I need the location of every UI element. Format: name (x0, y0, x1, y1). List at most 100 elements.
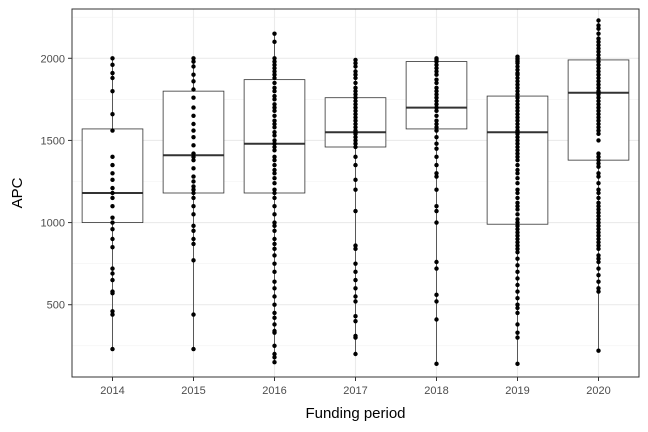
data-point (515, 111, 520, 117)
data-point (353, 134, 358, 140)
data-point (110, 236, 115, 242)
data-point (353, 64, 358, 69)
data-point (272, 322, 277, 327)
data-point (596, 207, 601, 212)
data-point (272, 154, 277, 160)
data-point (515, 125, 520, 130)
data-point (596, 289, 601, 294)
data-point (353, 286, 358, 291)
data-point (515, 61, 520, 66)
data-point (272, 236, 277, 242)
data-point (191, 236, 196, 242)
data-point (353, 108, 358, 114)
data-point (596, 85, 601, 91)
data-point (596, 111, 601, 117)
data-point (596, 151, 601, 156)
data-point (515, 141, 520, 146)
data-point (272, 72, 277, 77)
data-point (515, 322, 520, 327)
data-point (596, 161, 601, 166)
data-point (596, 259, 601, 265)
data-point (353, 187, 358, 192)
data-point (272, 310, 277, 316)
data-point (272, 105, 277, 110)
data-point (434, 121, 439, 127)
data-point (596, 226, 601, 232)
data-point (596, 102, 601, 107)
data-point (272, 203, 277, 209)
y-tick-label: 1000 (41, 218, 65, 230)
data-point (272, 294, 277, 299)
data-point (515, 102, 520, 107)
data-point (434, 154, 439, 160)
data-point (596, 171, 601, 176)
data-point (434, 208, 439, 214)
data-point (191, 154, 196, 160)
data-point (191, 258, 196, 263)
data-point (110, 271, 115, 276)
data-point (596, 108, 601, 114)
data-point (596, 246, 601, 252)
data-point (353, 138, 358, 143)
data-point (515, 263, 520, 268)
data-point (515, 131, 520, 137)
data-point (191, 72, 196, 77)
data-point (596, 18, 601, 23)
data-point (515, 176, 520, 181)
data-point (515, 82, 520, 87)
data-point (110, 185, 115, 191)
data-point (596, 164, 601, 169)
data-point (272, 343, 277, 348)
data-point (272, 108, 277, 114)
data-point (110, 245, 115, 250)
data-point (515, 148, 520, 153)
data-point (272, 31, 277, 36)
boxes (81, 20, 630, 364)
data-point (596, 279, 601, 284)
data-point (110, 226, 115, 232)
data-point (596, 180, 601, 186)
data-point (353, 121, 358, 127)
data-point (596, 128, 601, 133)
data-point (596, 115, 601, 120)
data-point (434, 361, 439, 367)
data-point (191, 312, 196, 317)
data-point (515, 138, 520, 143)
data-point (191, 121, 196, 127)
data-point (272, 253, 277, 258)
data-point (353, 131, 358, 137)
x-tick-label: 2019 (505, 385, 529, 397)
data-point (353, 243, 358, 248)
data-point (353, 154, 358, 160)
data-point (434, 65, 439, 71)
data-point (596, 230, 601, 235)
data-point (515, 88, 520, 94)
data-point (434, 62, 439, 68)
data-point (596, 154, 601, 160)
data-point (434, 72, 439, 77)
data-point (272, 351, 277, 357)
data-point (272, 180, 277, 186)
data-point (191, 113, 196, 118)
data-point (272, 269, 277, 275)
data-point (596, 220, 601, 225)
data-point (272, 138, 277, 143)
data-point (515, 64, 520, 69)
data-point (515, 79, 520, 84)
data-point (596, 203, 601, 209)
data-point (272, 228, 277, 233)
data-point (353, 61, 358, 66)
data-point (272, 80, 277, 86)
data-point (272, 65, 277, 71)
data-point (596, 46, 601, 51)
data-point (272, 118, 277, 123)
data-point (110, 88, 115, 94)
data-point (515, 269, 520, 275)
data-point (515, 162, 520, 168)
data-point (515, 203, 520, 209)
data-point (515, 217, 520, 222)
data-point (515, 249, 520, 255)
data-point (434, 128, 439, 133)
data-point (110, 128, 115, 133)
data-point (353, 115, 358, 120)
